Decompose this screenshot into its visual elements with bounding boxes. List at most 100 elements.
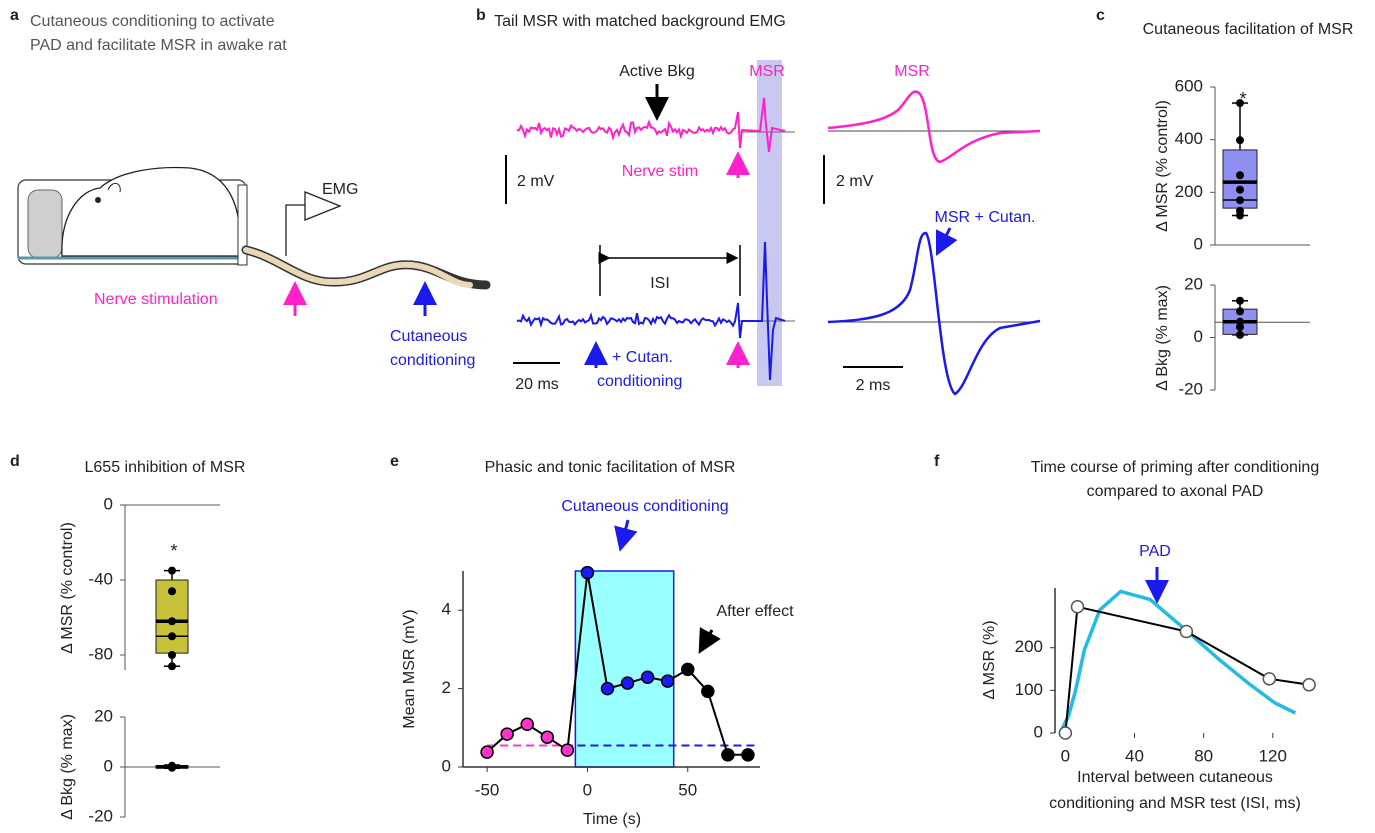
data-point xyxy=(1236,185,1244,194)
data-point xyxy=(168,763,176,771)
rat-ear xyxy=(107,183,121,193)
y-tick-label: -20 xyxy=(1178,379,1203,398)
data-point xyxy=(1302,678,1316,692)
data-point xyxy=(580,565,595,580)
y-tick-label: 0 xyxy=(1034,722,1043,741)
y-tick-label: -40 xyxy=(88,569,113,588)
x-tick-label: 120 xyxy=(1259,746,1287,765)
y-tick-label: 200 xyxy=(1175,182,1203,201)
data-point xyxy=(1236,330,1244,339)
data-point xyxy=(1070,600,1085,614)
data-point xyxy=(1236,307,1244,316)
x-tick-label: 0 xyxy=(1061,746,1070,765)
y-tick-label: 20 xyxy=(1184,274,1203,293)
data-point xyxy=(168,566,176,575)
panel-label: d xyxy=(10,453,20,470)
rat-tail xyxy=(243,247,473,288)
y-tick-label: -20 xyxy=(88,806,113,825)
arrow xyxy=(614,519,638,552)
y-axis-label: Δ MSR (% control) xyxy=(1154,100,1171,232)
data-point xyxy=(1236,136,1244,145)
emg-trace xyxy=(516,97,786,153)
panel-label: f xyxy=(934,453,940,470)
data-point xyxy=(1236,171,1244,180)
chart-title: Time course of priming after conditionin… xyxy=(1031,459,1319,476)
y-tick-label: 200 xyxy=(1015,637,1043,656)
data-point xyxy=(1236,99,1244,108)
y-axis-label: Δ MSR (% control) xyxy=(59,522,76,654)
data-point xyxy=(520,717,534,732)
x-tick-label: 80 xyxy=(1194,746,1213,765)
y-tick-label: 0 xyxy=(442,756,451,775)
y-tick-label: 100 xyxy=(1015,680,1043,699)
data-point xyxy=(1058,726,1073,740)
data-point xyxy=(741,748,755,762)
scale-label: 2 mV xyxy=(517,173,555,190)
data-point xyxy=(1236,196,1244,205)
cutan-label: + Cutan. xyxy=(612,349,673,366)
data-point xyxy=(168,651,176,659)
emg-wire xyxy=(285,204,305,256)
rat-illustration xyxy=(17,166,491,290)
x-tick-label: -50 xyxy=(475,780,500,799)
y-axis-label: Δ Bkg (% max) xyxy=(59,714,76,820)
panel-label: c xyxy=(1096,7,1105,24)
emg-trace xyxy=(516,241,786,381)
x-axis-label: Time (s) xyxy=(583,811,641,828)
data-point xyxy=(721,748,735,762)
y-tick-label: 2 xyxy=(442,678,451,697)
msr-window xyxy=(757,60,782,386)
x-axis-label: Interval between cutaneous xyxy=(1077,769,1273,786)
data-point xyxy=(600,681,615,696)
msr-zoom-trace xyxy=(827,231,1041,396)
y-axis-label: Δ Bkg (% max) xyxy=(1154,285,1171,391)
rat-eye xyxy=(95,197,101,203)
data-point xyxy=(560,743,575,757)
panel-title: PAD and facilitate MSR in awake rat xyxy=(30,37,287,54)
scale-label: 2 ms xyxy=(856,377,891,394)
scale-label: 20 ms xyxy=(515,376,559,393)
data-point xyxy=(701,684,715,699)
chart-title: Cutaneous facilitation of MSR xyxy=(1143,21,1354,38)
arrow xyxy=(935,227,958,257)
emg-amplifier xyxy=(304,191,342,221)
tube-end xyxy=(27,189,63,259)
panel-label: a xyxy=(10,7,19,24)
y-tick-label: 600 xyxy=(1175,76,1203,95)
active-bkg-label: Active Bkg xyxy=(619,63,695,80)
y-tick-label: -80 xyxy=(88,644,113,663)
data-point xyxy=(681,662,695,677)
data-point xyxy=(168,632,176,641)
x-tick-label: 0 xyxy=(583,780,592,799)
nerve-stim-label: Nerve stim xyxy=(622,163,698,180)
y-tick-label: 0 xyxy=(104,756,113,775)
panel-label: e xyxy=(390,453,399,470)
data-point xyxy=(1262,672,1277,686)
nerve-stim-label: Nerve stimulation xyxy=(94,291,218,308)
significance: * xyxy=(170,541,177,561)
arrow xyxy=(698,627,721,654)
x-tick-label: 40 xyxy=(1125,746,1144,765)
data-point xyxy=(620,676,635,690)
msr-label: MSR xyxy=(894,63,930,80)
y-tick-label: 0 xyxy=(1194,234,1203,253)
msr-cutan-label: MSR + Cutan. xyxy=(935,209,1036,226)
annotation: After effect xyxy=(716,603,794,620)
emg-label: EMG xyxy=(322,181,358,198)
significance: * xyxy=(1239,89,1246,109)
traces xyxy=(516,90,1041,396)
shaded-region xyxy=(574,570,675,768)
data-point xyxy=(168,587,176,596)
data-point xyxy=(540,730,555,744)
tube-ring xyxy=(237,184,248,266)
y-tick-label: 400 xyxy=(1175,129,1203,148)
annotation: Cutaneous conditioning xyxy=(561,498,728,515)
data-point xyxy=(1236,296,1244,305)
series-line xyxy=(1058,589,1297,734)
panel-label: b xyxy=(476,7,486,24)
y-axis-label: Δ MSR (%) xyxy=(981,620,998,699)
data-point xyxy=(480,745,494,759)
data-point xyxy=(1236,211,1244,220)
y-tick-label: 0 xyxy=(104,494,113,513)
